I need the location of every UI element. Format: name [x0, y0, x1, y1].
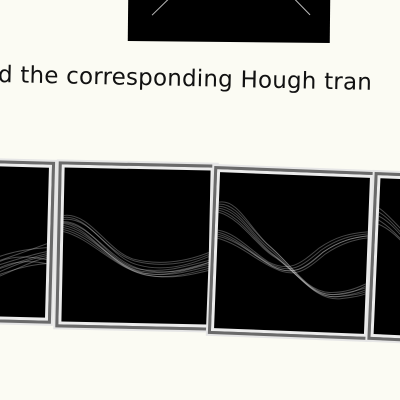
hough-panel-4	[370, 175, 400, 339]
hough-curves-2	[63, 214, 210, 278]
hough-panel-1	[0, 163, 53, 321]
hough-curves-3	[217, 201, 368, 300]
hough-curves-1	[0, 243, 48, 279]
top-image-figure	[127, 0, 331, 44]
figure-caption: d the corresponding Hough tran	[0, 62, 373, 96]
top-image-lines	[151, 0, 311, 16]
hough-panel-3	[210, 169, 374, 337]
hough-curves-4	[378, 207, 400, 261]
hough-panel-2	[58, 164, 214, 328]
